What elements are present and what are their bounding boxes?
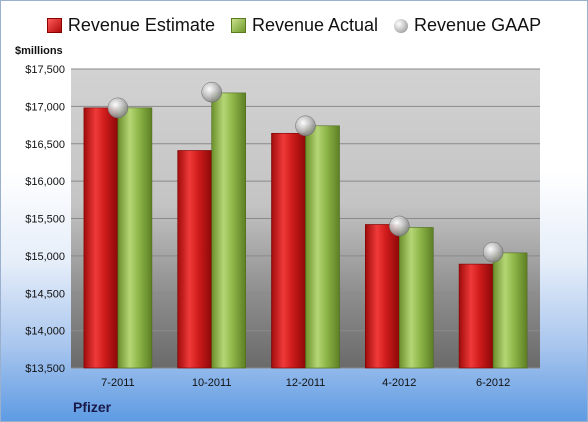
legend-item-gaap: Revenue GAAP [394, 15, 541, 36]
legend-swatch-gaap [394, 18, 409, 33]
bar-revenue-estimate [271, 132, 306, 369]
bar-revenue-actual [117, 107, 153, 369]
y-tick-label: $15,500 [25, 214, 65, 226]
bar-revenue-estimate [458, 263, 494, 369]
legend-label-actual: Revenue Actual [251, 15, 379, 35]
legend-item-actual: Revenue Actual [230, 15, 379, 36]
legend-swatch-actual [230, 18, 246, 33]
gaap-markers [107, 81, 504, 263]
bar-revenue-actual [492, 252, 528, 369]
y-tick-label: $14,500 [25, 288, 65, 300]
bar-revenue-actual [305, 125, 340, 369]
bar-revenue-estimate [83, 107, 119, 369]
legend-label-gaap: Revenue GAAP [414, 15, 542, 35]
marker-revenue-gaap [201, 81, 222, 103]
bar-revenue-actual [398, 227, 434, 369]
legend-label-estimate: Revenue Estimate [67, 15, 215, 35]
y-tick-label: $14,000 [25, 326, 65, 338]
company-label: Pfizer [73, 399, 112, 415]
x-tick-label: 6-2012 [476, 377, 510, 389]
y-tick-label: $16,000 [25, 176, 65, 188]
y-tick-label: $13,500 [25, 363, 65, 375]
y-tick-label: $17,500 [25, 64, 65, 76]
bar-revenue-estimate [364, 224, 400, 369]
marker-revenue-gaap [482, 241, 504, 263]
x-axis-ticks: 7-2011 10-2011 12-2011 4-2012 6-2012 [101, 377, 510, 389]
y-tick-label: $15,000 [25, 251, 65, 263]
legend-swatch-estimate [46, 18, 62, 33]
marker-revenue-gaap [107, 97, 129, 119]
x-tick-label: 7-2011 [101, 377, 134, 389]
marker-revenue-gaap [295, 115, 316, 137]
bar-revenue-estimate [177, 150, 212, 369]
legend-item-estimate: Revenue Estimate [46, 15, 215, 36]
y-tick-label: $16,500 [25, 139, 65, 151]
x-tick-label: 4-2012 [382, 377, 416, 389]
y-tick-label: $17,000 [25, 101, 65, 113]
x-tick-label: 12-2011 [286, 377, 326, 389]
y-axis-ticks: $13,500 $14,000 $14,500 $15,000 $15,500 $16,0… [25, 64, 65, 375]
y-axis-unit-label: $millions [15, 45, 63, 57]
x-tick-label: 10-2011 [192, 377, 232, 389]
bar-revenue-actual [211, 92, 246, 369]
marker-revenue-gaap [389, 215, 410, 237]
bars [83, 92, 528, 369]
legend: Revenue Estimate Revenue Actual Revenue … [1, 15, 587, 36]
